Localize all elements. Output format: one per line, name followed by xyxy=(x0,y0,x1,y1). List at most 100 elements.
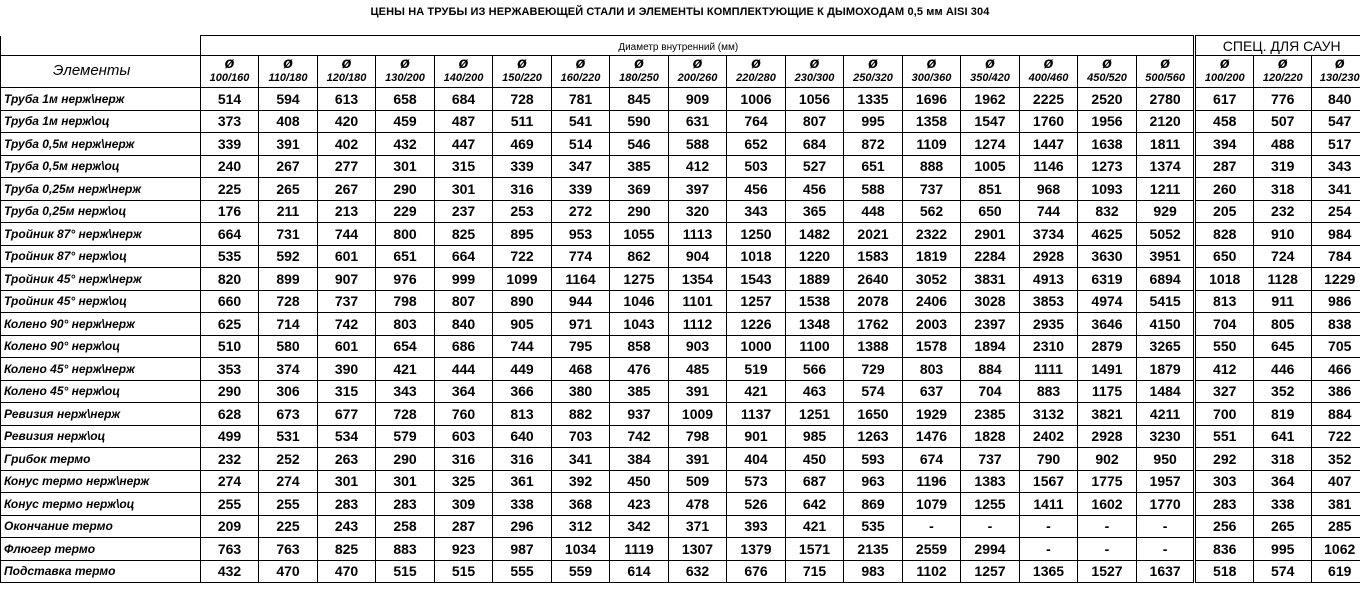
price-cell: 883 xyxy=(375,537,435,561)
price-cell: 448 xyxy=(843,199,903,223)
diameter-value: 150/220 xyxy=(502,72,542,84)
price-cell: 1482 xyxy=(785,222,844,246)
price-cell: 566 xyxy=(785,357,844,381)
price-cell: 1358 xyxy=(902,109,961,133)
price-cell: 315 xyxy=(317,379,376,403)
diameter-header: ø 300/360 xyxy=(902,55,961,88)
price-cell: 3630 xyxy=(1077,244,1137,268)
price-cell: - xyxy=(1135,514,1196,538)
price-cell: 316 xyxy=(492,447,552,471)
diameter-header: ø 200/260 xyxy=(668,55,727,88)
element-name: Труба 0,5м нерж\нерж xyxy=(0,132,201,156)
price-cell: 456 xyxy=(785,177,844,201)
sauna-price-cell: 364 xyxy=(1253,469,1313,493)
diameter-value: 120/220 xyxy=(1262,72,1303,84)
element-name: Тройник 87° нерж\оц xyxy=(0,244,201,268)
price-cell: 274 xyxy=(258,469,318,493)
price-cell: 637 xyxy=(902,379,961,403)
diameter-icon: ø xyxy=(283,55,293,72)
elements-column-header: Элементы xyxy=(0,55,201,88)
price-cell: 728 xyxy=(258,289,318,313)
price-cell: 1889 xyxy=(785,267,844,291)
diameter-header: ø 140/200 xyxy=(434,55,493,88)
price-cell: 391 xyxy=(668,379,727,403)
sauna-price-cell: 838 xyxy=(1311,312,1360,336)
diameter-icon: ø xyxy=(458,55,469,72)
diameter-header: ø 150/220 xyxy=(492,55,552,88)
price-cell: 456 xyxy=(726,177,786,201)
price-cell: 1484 xyxy=(1135,379,1196,403)
price-cell: 4913 xyxy=(1019,267,1078,291)
element-name: Труба 0,25м нерж\оц xyxy=(0,199,201,223)
price-cell: 385 xyxy=(609,154,669,178)
price-cell: 301 xyxy=(317,469,376,493)
price-cell: 499 xyxy=(200,424,259,448)
sauna-price-cell: 645 xyxy=(1253,334,1313,358)
sauna-price-cell: 700 xyxy=(1193,402,1255,426)
price-cell: - xyxy=(960,514,1020,538)
sauna-price-cell: 619 xyxy=(1311,559,1360,583)
price-cell: 944 xyxy=(551,289,610,313)
price-cell: 883 xyxy=(1019,379,1078,403)
price-cell: 1164 xyxy=(551,267,610,291)
price-cell: 1602 xyxy=(1077,492,1137,516)
price-cell: 511 xyxy=(492,109,552,133)
sauna-price-cell: 650 xyxy=(1193,244,1255,268)
diameter-value: 140/200 xyxy=(443,72,484,84)
price-cell: 687 xyxy=(785,469,844,493)
diameter-header: ø 250/320 xyxy=(843,55,903,88)
price-cell: 470 xyxy=(258,559,318,583)
price-cell: 1111 xyxy=(1019,357,1078,381)
price-cell: 373 xyxy=(200,109,259,133)
table-row: Подставка термо 432 470 470 515 515 555 559 614 6… xyxy=(0,559,1360,583)
price-cell: 737 xyxy=(317,289,376,313)
element-name: Тройник 87° нерж\нерж xyxy=(0,222,201,246)
price-cell: 728 xyxy=(375,402,435,426)
price-cell: 904 xyxy=(668,244,727,268)
sauna-price-cell: 338 xyxy=(1253,492,1313,516)
price-cell: 1571 xyxy=(785,537,844,561)
price-cell: 674 xyxy=(902,447,961,471)
price-cell: 5052 xyxy=(1135,222,1196,246)
price-cell: 899 xyxy=(258,267,318,291)
price-cell: 592 xyxy=(258,244,318,268)
price-cell: 450 xyxy=(609,469,669,493)
price-cell: 1335 xyxy=(843,87,903,111)
table-row: Окончание термо 209 225 243 258 287 296 312 342 3… xyxy=(0,514,1360,538)
price-cell: 1263 xyxy=(843,424,903,448)
price-cell: 3853 xyxy=(1019,289,1078,313)
diameter-icon: ø xyxy=(926,55,937,72)
diameter-header: ø 160/220 xyxy=(551,55,610,88)
price-cell: 252 xyxy=(258,447,318,471)
price-cell: 902 xyxy=(1077,447,1137,471)
price-cell: 255 xyxy=(258,492,318,516)
diameter-icon: ø xyxy=(575,55,586,72)
price-cell: 1257 xyxy=(960,559,1020,583)
diameter-icon: ø xyxy=(400,55,410,72)
price-cell: 642 xyxy=(785,492,844,516)
price-cell: 390 xyxy=(317,357,376,381)
price-cell: 243 xyxy=(317,514,376,538)
price-cell: 742 xyxy=(609,424,669,448)
price-cell: 1696 xyxy=(902,87,961,111)
price-cell: 800 xyxy=(375,222,435,246)
diameter-value: 110/180 xyxy=(268,72,308,84)
price-cell: 267 xyxy=(317,177,376,201)
price-cell: 594 xyxy=(258,87,318,111)
diameter-value: 220/280 xyxy=(736,72,776,84)
price-cell: 449 xyxy=(492,357,552,381)
price-cell: 1250 xyxy=(726,222,786,246)
price-cell: 1957 xyxy=(1135,469,1196,493)
price-cell: 2879 xyxy=(1077,334,1137,358)
diameter-icon: ø xyxy=(1102,55,1112,72)
price-cell: 320 xyxy=(668,199,727,223)
price-cell: 660 xyxy=(200,289,259,313)
sauna-price-cell: 776 xyxy=(1253,87,1313,111)
price-cell: 316 xyxy=(492,177,552,201)
price-cell: 832 xyxy=(1077,199,1137,223)
sauna-price-cell: 828 xyxy=(1193,222,1255,246)
price-cell: 535 xyxy=(843,514,903,538)
price-cell: 715 xyxy=(785,559,844,583)
price-cell: 1638 xyxy=(1077,132,1137,156)
price-cell: 562 xyxy=(902,199,961,223)
